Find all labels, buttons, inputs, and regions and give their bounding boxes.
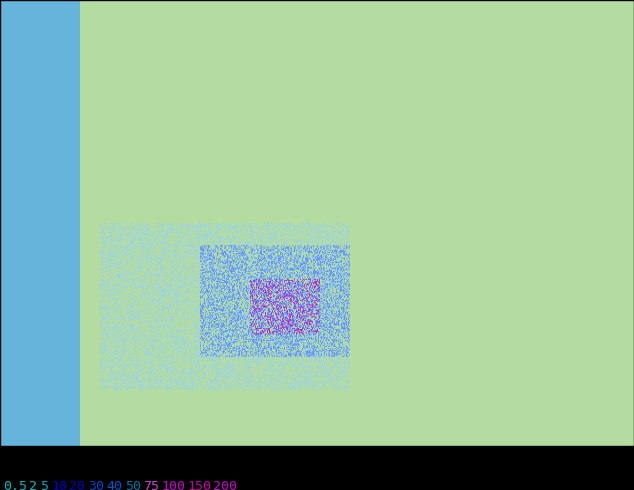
Text: 10: 10 [51,480,67,490]
Text: 150: 150 [187,480,211,490]
Text: 40: 40 [107,480,122,490]
Text: 100: 100 [162,480,185,490]
Text: Precipitation accum. [mm] ECMWF: Precipitation accum. [mm] ECMWF [3,457,251,470]
Text: 0.5: 0.5 [3,480,27,490]
Text: 75: 75 [143,480,159,490]
Text: 30: 30 [87,480,104,490]
Text: 2: 2 [29,480,37,490]
Text: 50: 50 [125,480,141,490]
Text: 200: 200 [212,480,236,490]
Text: 5: 5 [40,480,48,490]
Text: Tu 24-09-2024 09:00 UTC (00+33): Tu 24-09-2024 09:00 UTC (00+33) [383,457,631,470]
Text: 20: 20 [69,480,86,490]
